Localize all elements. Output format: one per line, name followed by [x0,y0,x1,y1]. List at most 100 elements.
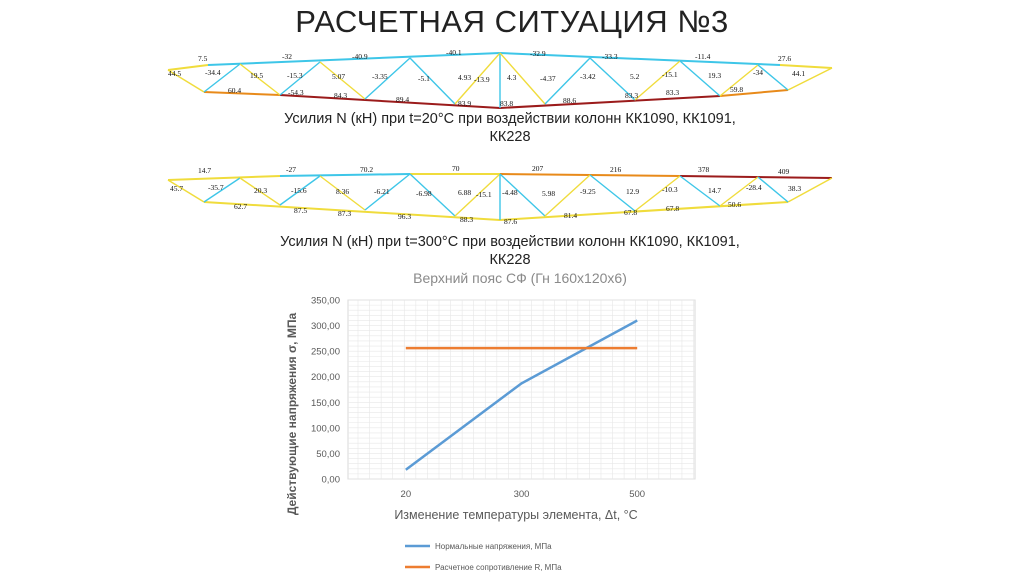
force-label: -15.1 [662,70,678,79]
force-label: 96.3 [398,212,411,221]
force-label: -4.48 [502,188,518,197]
caption-line: Усилия N (кН) при t=20°С при воздействии… [284,111,736,127]
web-labels: 44.5 -34.4 19.5 -15.3 5.07 -3.35 -5.1 4.… [168,68,805,84]
force-label: 81.4 [564,211,577,220]
truss-members [167,52,833,109]
force-label: -15.3 [287,71,303,80]
force-label: 12.9 [626,187,639,196]
force-label: 4.3 [507,73,517,82]
force-label: 38.3 [788,184,801,193]
truss-members [167,173,833,221]
y-tick-label: 300,00 [311,321,340,332]
y-tick-label: 150,00 [311,398,340,409]
truss-caption-20c: Усилия N (кН) при t=20°С при воздействии… [200,110,820,146]
force-label: 67.8 [666,204,679,213]
force-label: -35.7 [208,183,224,192]
force-label: 5.07 [332,72,345,81]
force-label: -28.4 [746,183,762,192]
force-label: -5.1 [418,74,430,83]
force-label: -6.98 [416,189,432,198]
y-tick-labels: 0,00 50,00 100,00 150,00 200,00 250,00 300,00 3… [311,296,340,486]
y-tick-label: 0,00 [322,475,341,486]
chart-grid [347,299,696,480]
force-label: -34 [753,68,763,77]
force-label: 378 [698,165,710,174]
force-label: -15.6 [291,186,307,195]
y-tick-label: 250,00 [311,347,340,358]
force-label: 88.6 [563,96,576,105]
force-label: 89.4 [396,95,409,104]
x-tick-label: 20 [401,489,412,500]
plot-area [347,299,696,480]
caption-line: Усилия N (кН) при t=300°С при воздействи… [280,234,740,250]
force-label: 19.5 [250,71,263,80]
top-chord-labels: 14.7 -27 70.2 70 207 216 378 409 [198,164,790,176]
y-axis-label: Действующие напряжения σ, МПа [285,313,299,516]
force-label: 7.5 [198,54,208,63]
force-label: -32.9 [530,49,546,58]
force-label: -33.3 [602,52,618,61]
caption-line: КК228 [489,129,531,145]
force-label: 14.7 [708,186,721,195]
force-label: 70 [452,164,460,173]
force-label: -6.21 [374,187,390,196]
force-label: 62.7 [234,202,247,211]
force-label: -54.3 [288,88,304,97]
force-label: -3.35 [372,72,388,81]
force-label: 88.3 [460,215,473,224]
force-label: 67.8 [624,208,637,217]
y-tick-label: 100,00 [311,423,340,434]
chart-title: Верхний пояс СФ (Гн 160х120х6) [413,270,627,286]
force-label: 207 [532,164,544,173]
force-label: 87.3 [338,209,351,218]
force-label: 409 [778,167,790,176]
y-tick-label: 350,00 [311,296,340,307]
bottom-chord-labels: 62.7 87.5 87.3 96.3 88.3 87.6 81.4 67.8 … [234,200,741,226]
force-label: 87.6 [504,217,517,226]
legend-label: Нормальные напряжения, МПа [435,542,552,551]
force-label: 83.3 [625,91,638,100]
force-label: 4.93 [458,73,471,82]
force-label: -10.3 [662,185,678,194]
x-tick-label: 500 [629,489,645,500]
force-label: -11.4 [695,52,711,61]
caption-line: КК228 [489,252,531,268]
truss-caption-300c: Усилия N (кН) при t=300°С при воздействи… [200,233,820,269]
truss-diagram-20c: 7.5 -32 -40.9 -40.1 -32.9 -33.3 -11.4 27… [167,48,833,109]
force-label: 45.7 [170,184,183,193]
force-label: 5.98 [542,189,555,198]
force-label: -9.25 [580,187,596,196]
legend-label: Расчетное сопротивление R, МПа [435,563,562,572]
force-label: 59.8 [730,85,743,94]
force-label: 216 [610,165,622,174]
series-line [405,319,638,471]
force-label: 27.6 [778,54,791,63]
force-label: 20.3 [254,186,267,195]
force-label: -34.4 [205,68,221,77]
force-label: 50.6 [728,200,741,209]
force-label: 14.7 [198,166,211,175]
x-tick-labels: 20 300 500 [401,489,646,500]
force-label: 84.3 [334,91,347,100]
y-tick-label: 200,00 [311,372,340,383]
force-label: 5.2 [630,72,640,81]
x-tick-label: 300 [514,489,530,500]
force-label: -32 [282,52,292,61]
force-label: -40.9 [352,52,368,61]
x-axis-label: Изменение температуры элемента, Δt, °С [394,508,637,522]
force-label: -3.42 [580,72,596,81]
force-label: -4.37 [540,74,556,83]
force-label: 60.4 [228,86,241,95]
force-label: 70.2 [360,165,373,174]
force-label: -15.1 [476,190,492,199]
force-label: -40.1 [446,48,462,57]
force-label: 83.9 [458,99,471,108]
force-label: 19.3 [708,71,721,80]
slide-title: РАСЧЕТНАЯ СИТУАЦИЯ №3 [295,4,729,39]
y-tick-label: 50,00 [316,449,340,460]
top-chord-labels: 7.5 -32 -40.9 -40.1 -32.9 -33.3 -11.4 27… [198,48,791,63]
force-label: 87.5 [294,206,307,215]
force-label: 44.1 [792,69,805,78]
force-label: 6.88 [458,188,471,197]
chart-series [405,319,638,471]
